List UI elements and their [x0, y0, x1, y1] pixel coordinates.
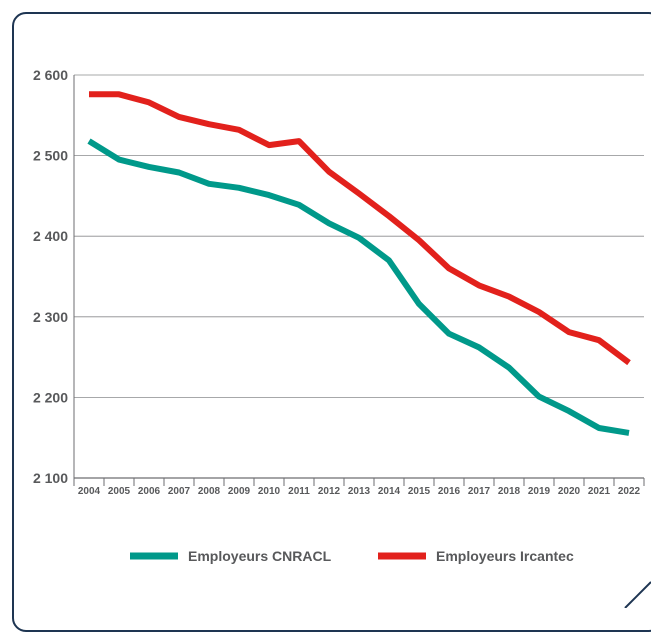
series-line-1: [87, 138, 630, 436]
x-tick-label: 2015: [408, 486, 431, 497]
legend: Employeurs CNRACL Employeurs Ircantec: [130, 548, 574, 564]
y-tick-label: 2 600: [33, 67, 68, 83]
x-tick-label: 2014: [378, 486, 401, 497]
x-axis: 2004 2005 2006 2007 2008 2009 2010 2011 2012 2013…: [73, 478, 645, 497]
y-tick-label: 2 300: [33, 309, 68, 325]
legend-label: Employeurs Ircantec: [436, 548, 574, 564]
x-tick-label: 2006: [138, 486, 161, 497]
x-tick-label: 2017: [468, 486, 491, 497]
gridlines: [74, 74, 644, 479]
x-tick-label: 2019: [528, 486, 551, 497]
x-tick-label: 2016: [438, 486, 461, 497]
x-tick-label: 2009: [228, 486, 251, 497]
x-tick-label: 2007: [168, 486, 191, 497]
y-tick-label: 2 200: [33, 389, 68, 405]
series-line-2: [89, 91, 631, 366]
corner-accent-line: [624, 581, 651, 608]
x-tick-label: 2011: [288, 486, 310, 497]
y-tick-label: 2 500: [33, 148, 68, 164]
y-axis: 2 100 2 200 2 300 2 400 2 500 2 600: [33, 67, 75, 486]
x-tick-label: 2018: [498, 486, 521, 497]
series-lines: [87, 91, 631, 436]
x-tick-label: 2010: [258, 486, 281, 497]
x-tick-label: 2013: [348, 486, 371, 497]
y-tick-label: 2 400: [33, 228, 68, 244]
legend-label: Employeurs CNRACL: [188, 548, 332, 564]
y-tick-label: 2 100: [33, 470, 68, 486]
x-tick-label: 2020: [558, 486, 581, 497]
x-tick-label: 2005: [108, 486, 131, 497]
x-tick-label: 2021: [588, 486, 611, 497]
x-tick-label: 2004: [78, 486, 101, 497]
x-tick-label: 2012: [318, 486, 341, 497]
x-tick-label: 2008: [198, 486, 221, 497]
x-tick-label: 2022: [618, 486, 641, 497]
